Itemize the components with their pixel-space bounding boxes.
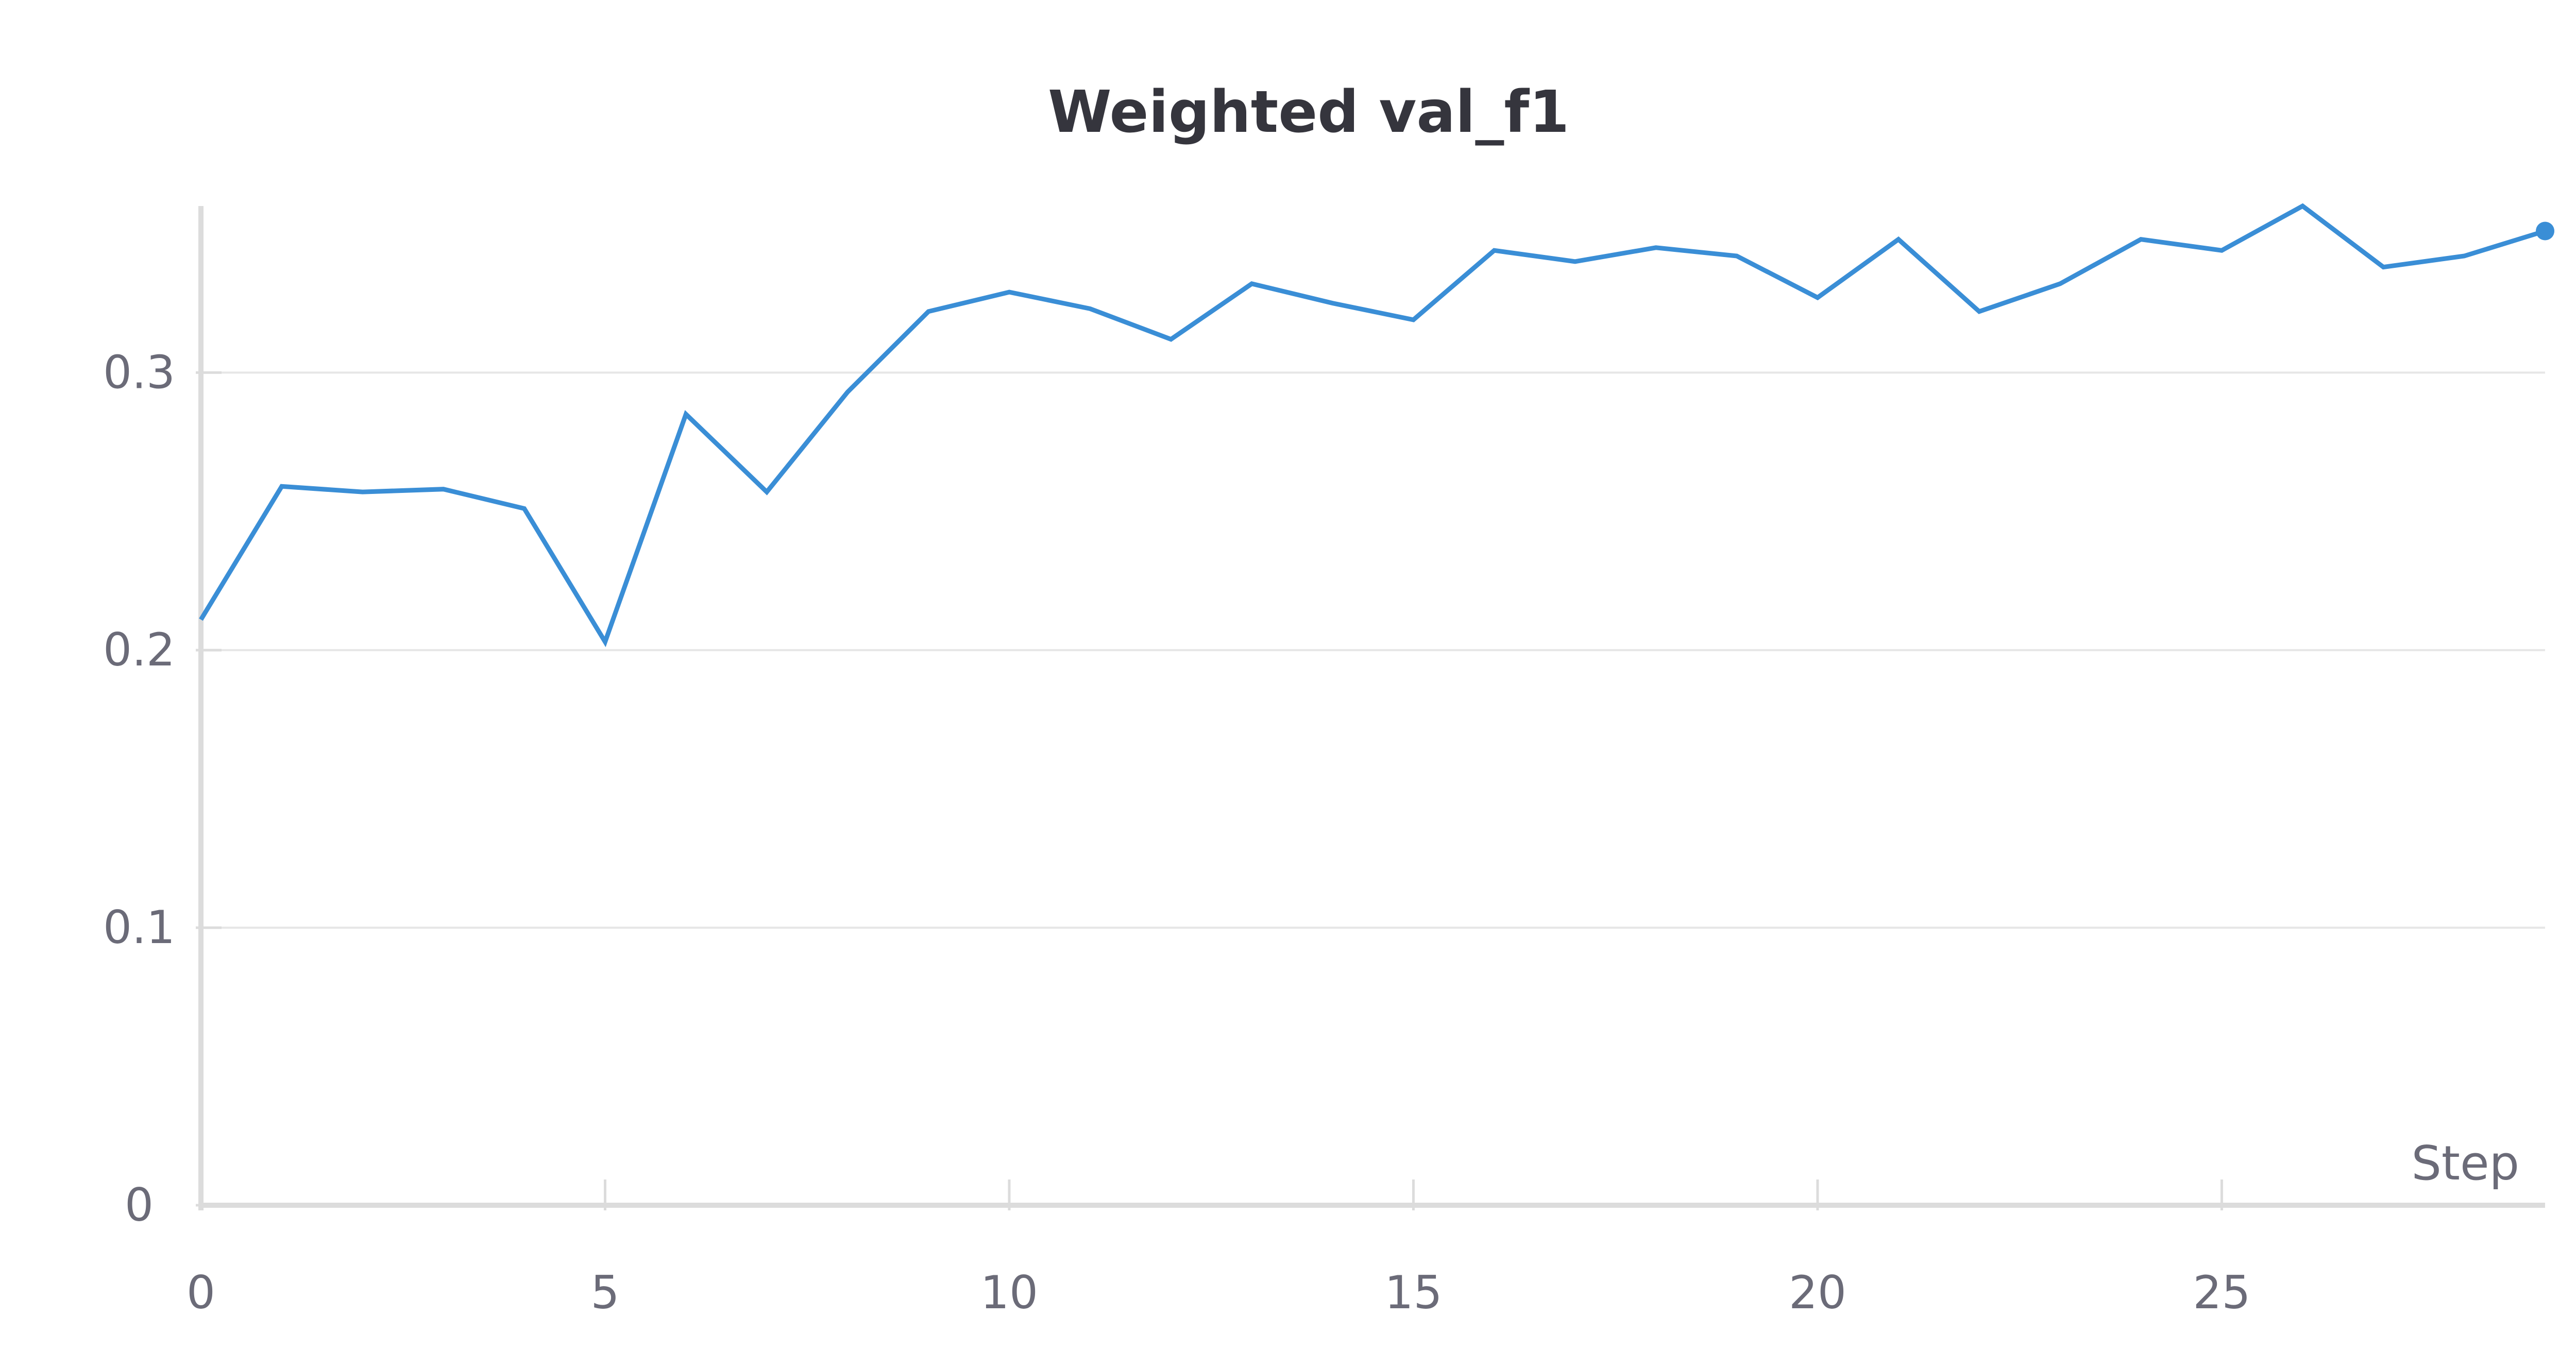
x-axis-label: Step [2412, 1136, 2519, 1191]
y-tick-label: 0 [125, 1178, 154, 1232]
x-tick-label: 25 [2193, 1266, 2250, 1319]
x-tick-label: 10 [980, 1266, 1038, 1319]
series-layer [199, 203, 2554, 647]
y-tick-label: 0.3 [103, 346, 175, 399]
series-end-point [2536, 221, 2554, 241]
axes: 0 0.1 0.2 0.3 0 5 10 15 20 25 [103, 206, 2545, 1319]
x-tick-label: 15 [1384, 1266, 1442, 1319]
grid [196, 371, 2545, 1207]
chart-title: Weighted val_f1 [1048, 79, 1569, 146]
y-tick-label: 0.1 [103, 901, 175, 954]
y-tick-label: 0.2 [103, 623, 175, 676]
x-tick-label: 0 [187, 1266, 215, 1319]
x-tick-label: 20 [1789, 1266, 1846, 1319]
series-line [199, 203, 2546, 647]
x-tick-label: 5 [590, 1266, 619, 1319]
